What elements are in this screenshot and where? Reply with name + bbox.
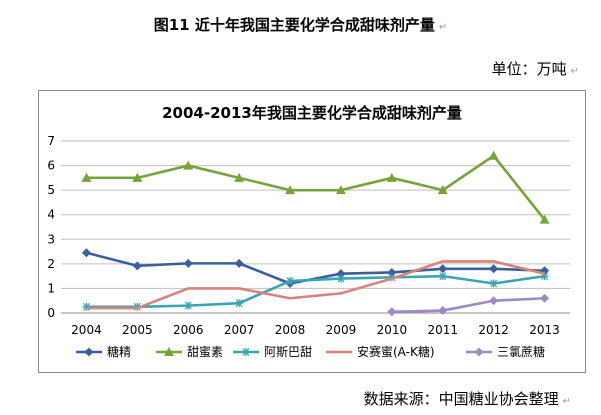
x-tick-label: 2012 bbox=[478, 323, 509, 337]
data-point bbox=[286, 277, 295, 286]
data-point bbox=[336, 269, 346, 279]
legend-label: 阿斯巴甜 bbox=[264, 345, 312, 359]
series-line bbox=[86, 260, 545, 310]
unit-label: 单位：万吨 ↵ bbox=[492, 58, 579, 79]
series-5 bbox=[387, 293, 550, 317]
y-tick-label: 0 bbox=[47, 306, 55, 320]
x-tick-label: 2009 bbox=[326, 323, 357, 337]
x-tick-label: 2013 bbox=[529, 323, 560, 337]
x-tick-label: 2007 bbox=[224, 323, 255, 337]
data-point bbox=[234, 258, 244, 268]
gridlines bbox=[61, 140, 570, 314]
data-point bbox=[539, 214, 550, 224]
data-point bbox=[489, 264, 499, 274]
x-tick-label: 2008 bbox=[275, 323, 306, 337]
data-point bbox=[438, 272, 447, 281]
data-point bbox=[164, 347, 174, 356]
source-note: 数据来源：中国糖业协会整理 ↵ bbox=[364, 388, 571, 409]
legend-item: 安赛蜜(A-K糖) bbox=[326, 344, 435, 359]
series-4 bbox=[86, 260, 545, 310]
x-tick-label: 2006 bbox=[173, 323, 204, 337]
legend-label: 甜蜜素 bbox=[187, 344, 223, 359]
source-note-text: 数据来源：中国糖业协会整理 bbox=[363, 390, 559, 408]
figure-caption-text: 图11 近十年我国主要化学合成甜味剂产量 bbox=[153, 16, 435, 34]
series-layer bbox=[81, 150, 550, 317]
data-point bbox=[234, 172, 245, 182]
legend-label: 三氯蔗糖 bbox=[497, 344, 545, 359]
x-tick-label: 2011 bbox=[427, 323, 458, 337]
legend-label: 安赛蜜(A-K糖) bbox=[357, 344, 435, 359]
data-point bbox=[540, 293, 550, 303]
data-point bbox=[438, 264, 448, 274]
y-tick-label: 5 bbox=[47, 183, 55, 197]
series-line bbox=[86, 154, 546, 221]
data-point bbox=[184, 301, 193, 310]
y-tick-label: 4 bbox=[47, 208, 55, 222]
line-chart: 2004-2013年我国主要化学合成甜味剂产量 0 1 2 3 4 5 6 7 2004 2005… bbox=[47, 104, 570, 359]
data-point bbox=[474, 347, 484, 357]
series-line bbox=[86, 274, 545, 309]
data-point bbox=[285, 185, 296, 195]
y-tick-label: 3 bbox=[47, 232, 55, 246]
legend-item: 糖精 bbox=[76, 344, 131, 359]
axis-labels: 0 1 2 3 4 5 6 7 2004 2005 2006 2007 2008 2009 2010 2011… bbox=[47, 134, 559, 337]
legend-label: 糖精 bbox=[107, 344, 131, 359]
data-point bbox=[335, 185, 346, 195]
paragraph-mark-icon: ↵ bbox=[562, 396, 571, 407]
data-point bbox=[132, 261, 142, 271]
data-point bbox=[438, 306, 448, 316]
data-point bbox=[242, 348, 250, 356]
y-tick-label: 1 bbox=[47, 281, 55, 295]
data-point bbox=[235, 299, 244, 308]
series-2 bbox=[81, 150, 550, 224]
data-point bbox=[183, 160, 194, 170]
figure-caption: 图11 近十年我国主要化学合成甜味剂产量 ↵ bbox=[0, 14, 601, 35]
y-tick-label: 7 bbox=[47, 134, 55, 148]
data-point bbox=[132, 172, 143, 182]
data-point bbox=[336, 274, 345, 283]
data-point bbox=[387, 307, 397, 317]
chart-frame bbox=[38, 90, 586, 373]
unit-label-text: 单位：万吨 bbox=[491, 60, 567, 78]
data-point bbox=[84, 347, 94, 357]
data-point bbox=[81, 172, 92, 182]
legend-item: 甜蜜素 bbox=[156, 344, 223, 359]
legend: 糖精 甜蜜素 阿斯巴甜 安赛蜜(A-K糖) 三氯蔗糖 bbox=[76, 344, 545, 359]
series-line bbox=[391, 296, 545, 314]
data-point bbox=[437, 185, 448, 195]
x-tick-label: 2005 bbox=[122, 323, 153, 337]
paragraph-mark-icon: ↵ bbox=[570, 66, 579, 77]
series-3 bbox=[82, 272, 549, 311]
x-tick-label: 2004 bbox=[71, 323, 102, 337]
data-point bbox=[183, 258, 193, 268]
data-point bbox=[489, 279, 498, 288]
y-tick-label: 2 bbox=[47, 257, 55, 271]
chart-title: 2004-2013年我国主要化学合成甜味剂产量 bbox=[162, 104, 462, 122]
data-point bbox=[489, 296, 499, 306]
data-point bbox=[386, 172, 397, 182]
paragraph-mark-icon: ↵ bbox=[438, 22, 448, 33]
y-tick-label: 6 bbox=[47, 159, 55, 173]
data-point bbox=[387, 267, 397, 277]
x-tick-label: 2010 bbox=[377, 323, 408, 337]
legend-item: 三氯蔗糖 bbox=[466, 344, 545, 359]
data-point bbox=[81, 248, 91, 258]
data-point bbox=[488, 150, 499, 160]
legend-item: 阿斯巴甜 bbox=[233, 345, 312, 359]
